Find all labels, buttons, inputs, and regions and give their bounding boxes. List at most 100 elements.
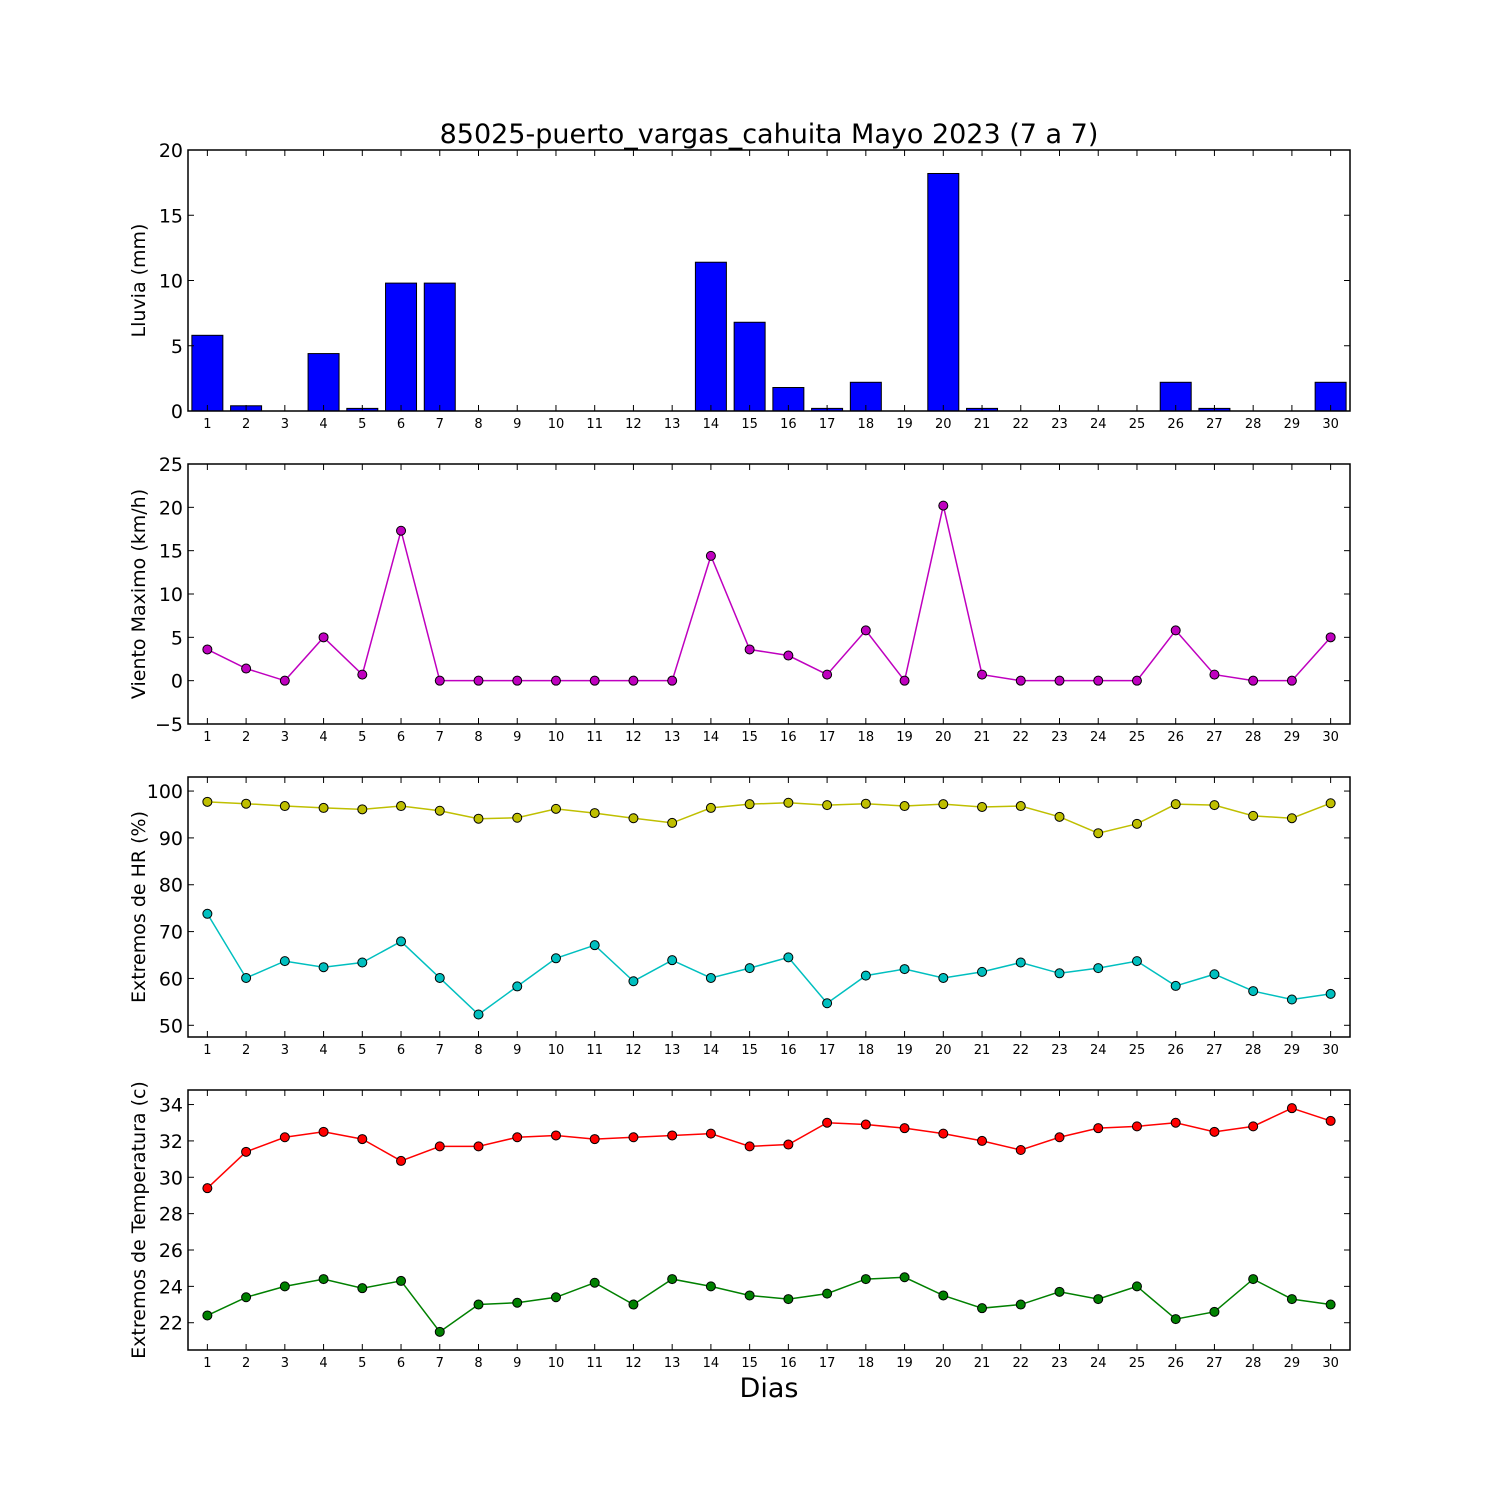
x-tick-label: 11 — [586, 1356, 603, 1371]
point-series2-day-23 — [1054, 968, 1065, 979]
x-tick-label: 27 — [1206, 1043, 1223, 1058]
x-tick-label: 16 — [780, 1043, 797, 1058]
point-series2-day-18 — [860, 970, 871, 981]
point-series2-day-11 — [589, 1277, 600, 1288]
point-series1-day-25 — [1131, 675, 1142, 686]
subplot-1: 1 2 3 4 5 6 7 8 9 10 11 12 13 14 15 16 17 18 19 20 21 22 23 24 2… — [128, 140, 1351, 432]
point-series2-day-5 — [357, 957, 368, 968]
x-tick-label: 15 — [741, 1043, 758, 1058]
point-series1-day-9 — [512, 675, 523, 686]
point-series2-day-23 — [1054, 1286, 1065, 1297]
point-series1-day-11 — [589, 1134, 600, 1145]
point-series1-day-4 — [318, 802, 329, 813]
point-series2-day-11 — [589, 940, 600, 951]
point-series1-day-5 — [357, 669, 368, 680]
y-tick-label: 25 — [159, 454, 183, 476]
x-tick-label: 17 — [819, 730, 836, 745]
point-series1-day-8 — [473, 1141, 484, 1152]
series-line-1 — [207, 801, 1331, 835]
point-series2-day-1 — [202, 908, 213, 919]
point-series1-day-14 — [705, 802, 716, 813]
x-tick-label: 19 — [896, 730, 913, 745]
point-series1-day-26 — [1170, 1117, 1181, 1128]
x-tick-label: 17 — [819, 417, 836, 432]
x-tick-label: 1 — [203, 730, 211, 745]
point-series1-day-12 — [628, 1132, 639, 1143]
point-series1-day-27 — [1209, 1126, 1220, 1137]
x-tick-label: 25 — [1129, 1356, 1146, 1371]
x-tick-label: 28 — [1245, 730, 1262, 745]
x-tick-label: 16 — [780, 417, 797, 432]
point-series1-day-10 — [550, 675, 561, 686]
x-tick-label: 7 — [436, 1043, 444, 1058]
point-series1-day-3 — [279, 801, 290, 812]
chart-title: 85025-puerto_vargas_cahuita Mayo 2023 (7… — [440, 119, 1099, 150]
point-series1-day-17 — [822, 669, 833, 680]
point-series2-day-13 — [667, 1274, 678, 1285]
point-series1-day-3 — [279, 1132, 290, 1143]
x-tick-label: 2 — [242, 417, 250, 432]
point-series2-day-18 — [860, 1274, 871, 1285]
point-series2-day-8 — [473, 1009, 484, 1020]
x-tick-label: 11 — [586, 1043, 603, 1058]
point-series1-day-2 — [241, 663, 252, 674]
y-tick-label: 26 — [159, 1240, 183, 1262]
subplot-3: 1 2 3 4 5 6 7 8 9 10 11 12 13 14 15 16 17 18 19 20 21 22 23 24 2… — [128, 776, 1351, 1058]
plot-frame — [187, 149, 1351, 412]
x-tick-label: 13 — [664, 1043, 681, 1058]
point-series1-day-16 — [783, 1139, 794, 1150]
point-series1-day-22 — [1015, 675, 1026, 686]
x-tick-label: 26 — [1167, 417, 1184, 432]
point-series1-day-15 — [744, 644, 755, 655]
x-tick-label: 4 — [319, 1356, 327, 1371]
x-tick-label: 6 — [397, 417, 405, 432]
x-tick-label: 10 — [548, 730, 565, 745]
point-series2-day-28 — [1248, 986, 1259, 997]
x-tick-label: 13 — [664, 1356, 681, 1371]
point-series2-day-4 — [318, 962, 329, 973]
point-series1-day-4 — [318, 1126, 329, 1137]
x-tick-label: 30 — [1322, 1043, 1339, 1058]
x-tick-label: 25 — [1129, 1043, 1146, 1058]
x-tick-label: 1 — [203, 417, 211, 432]
point-series2-day-17 — [822, 1288, 833, 1299]
point-series1-day-5 — [357, 804, 368, 815]
x-tick-label: 6 — [397, 730, 405, 745]
x-tick-label: 2 — [242, 730, 250, 745]
x-tick-label: 29 — [1284, 417, 1301, 432]
y-tick-label: 28 — [159, 1204, 183, 1226]
point-series2-day-22 — [1015, 957, 1026, 968]
bar-day-4 — [307, 353, 340, 412]
point-series1-day-14 — [705, 550, 716, 561]
point-series1-day-29 — [1286, 1103, 1297, 1114]
point-series1-day-25 — [1131, 818, 1142, 829]
point-series1-day-7 — [434, 1141, 445, 1152]
x-tick-label: 7 — [436, 1356, 444, 1371]
point-series1-day-26 — [1170, 799, 1181, 810]
x-axis-label: Dias — [740, 1373, 799, 1404]
y-tick-label: 32 — [159, 1131, 183, 1153]
point-series2-day-4 — [318, 1274, 329, 1285]
point-series1-day-23 — [1054, 811, 1065, 822]
x-tick-label: 15 — [741, 417, 758, 432]
point-series1-day-2 — [241, 798, 252, 809]
point-series2-day-8 — [473, 1299, 484, 1310]
x-tick-label: 27 — [1206, 730, 1223, 745]
point-series1-day-1 — [202, 796, 213, 807]
x-tick-label: 15 — [741, 1356, 758, 1371]
x-tick-label: 25 — [1129, 730, 1146, 745]
point-series1-day-20 — [938, 1128, 949, 1139]
y-tick-label: 22 — [159, 1313, 183, 1335]
point-series2-day-14 — [705, 1281, 716, 1292]
bar-day-6 — [385, 282, 418, 412]
y-tick-label: 10 — [159, 271, 183, 293]
point-series2-day-3 — [279, 1281, 290, 1292]
point-series1-day-1 — [202, 1183, 213, 1194]
point-series2-day-22 — [1015, 1299, 1026, 1310]
y-tick-label: 0 — [171, 671, 183, 693]
x-tick-label: 9 — [513, 1043, 521, 1058]
x-tick-label: 24 — [1090, 1043, 1107, 1058]
x-tick-label: 20 — [935, 1043, 952, 1058]
x-tick-label: 15 — [741, 730, 758, 745]
